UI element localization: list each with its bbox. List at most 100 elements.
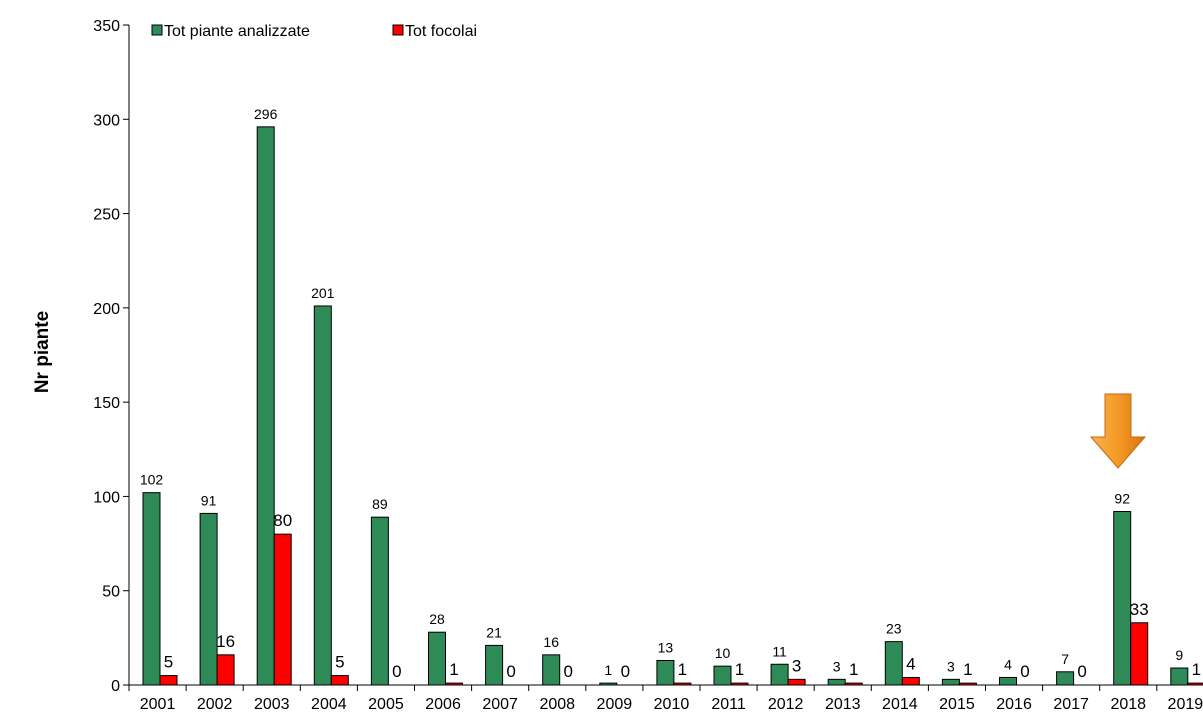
bar-focolai	[273, 533, 292, 686]
x-tick-label: 2011	[711, 696, 746, 713]
data-label-focolai: 80	[273, 511, 292, 530]
data-label-focolai: 0	[563, 662, 572, 681]
data-label-analizzate: 92	[1114, 491, 1130, 507]
data-label-analizzate: 21	[486, 624, 502, 640]
data-label-focolai: 1	[849, 660, 858, 679]
y-tick-label: 50	[102, 584, 120, 601]
data-label-analizzate: 296	[254, 106, 278, 122]
bar-focolai	[159, 675, 178, 686]
x-tick-label: 2009	[597, 696, 633, 713]
data-label-analizzate: 11	[772, 643, 787, 659]
data-label-focolai: 0	[1020, 662, 1029, 681]
data-label-focolai: 1	[1192, 660, 1201, 679]
x-tick-label: 2007	[482, 696, 518, 713]
x-tick-label: 2019	[1168, 696, 1203, 713]
y-tick-label: 200	[93, 301, 120, 318]
bar-focolai	[787, 678, 806, 686]
x-tick-label: 2005	[368, 696, 404, 713]
x-tick-label: 2012	[768, 696, 804, 713]
data-label-analizzate: 4	[1004, 656, 1012, 672]
y-tick-label: 0	[111, 678, 120, 695]
bar-analizzate	[656, 659, 675, 686]
bar-analizzate	[370, 516, 389, 686]
legend-label-focolai: Tot focolai	[405, 23, 477, 40]
x-tick-label: 2010	[654, 696, 690, 713]
data-label-analizzate: 13	[658, 639, 674, 655]
data-label-analizzate: 3	[833, 658, 841, 674]
data-label-focolai: 1	[678, 660, 687, 679]
data-label-analizzate: 89	[372, 496, 388, 512]
bar-analizzate	[999, 676, 1017, 686]
bar-analizzate	[142, 492, 161, 686]
data-label-analizzate: 201	[311, 285, 335, 301]
bar-analizzate	[313, 305, 332, 686]
x-tick-label: 2006	[425, 696, 461, 713]
bar-analizzate	[199, 512, 218, 686]
data-label-focolai: 5	[335, 653, 344, 672]
bar-analizzate	[1056, 671, 1075, 686]
bar-analizzate	[770, 663, 789, 686]
data-label-analizzate: 23	[886, 621, 902, 637]
data-label-focolai: 0	[392, 662, 401, 681]
x-tick-label: 2015	[939, 696, 975, 713]
bar-analizzate	[884, 641, 903, 686]
data-label-focolai: 5	[164, 653, 173, 672]
bar-focolai	[216, 654, 235, 686]
data-label-focolai: 33	[1130, 600, 1149, 619]
bar-analizzate	[542, 654, 561, 686]
y-axis-title: Nr piante	[32, 311, 53, 393]
bar-focolai	[330, 675, 349, 686]
data-label-analizzate: 9	[1175, 647, 1183, 663]
x-tick-label: 2013	[825, 696, 861, 713]
y-tick-label: 350	[93, 18, 120, 35]
bar-focolai	[844, 682, 863, 686]
x-tick-label: 2001	[140, 696, 176, 713]
bar-analizzate	[827, 678, 846, 686]
x-tick-label: 2002	[197, 696, 233, 713]
data-label-focolai: 1	[735, 660, 744, 679]
bar-analizzate	[256, 126, 275, 686]
bar-analizzate	[428, 631, 446, 686]
x-tick-label: 2003	[254, 696, 290, 713]
legend-label-analizzate: Tot piante analizzate	[164, 23, 310, 40]
bar-analizzate	[1113, 511, 1132, 686]
data-label-analizzate: 10	[715, 645, 731, 661]
data-label-analizzate: 102	[140, 472, 164, 488]
data-label-analizzate: 3	[947, 658, 955, 674]
data-label-analizzate: 28	[429, 611, 445, 627]
x-tick-label: 2014	[882, 696, 918, 713]
data-label-focolai: 4	[906, 654, 915, 673]
data-label-focolai: 0	[1077, 662, 1086, 681]
x-tick-label: 2008	[539, 696, 575, 713]
arrow-down-icon	[1089, 393, 1147, 469]
data-label-focolai: 16	[216, 632, 235, 651]
y-tick-label: 300	[93, 112, 120, 129]
bar-focolai	[958, 682, 977, 686]
legend-swatch-analizzate	[151, 24, 163, 36]
data-label-analizzate: 7	[1061, 651, 1069, 667]
x-tick-label: 2017	[1053, 696, 1089, 713]
bar-focolai	[1130, 622, 1149, 686]
y-tick-label: 100	[93, 489, 120, 506]
bar-analizzate	[713, 665, 732, 686]
y-tick-label: 250	[93, 207, 120, 224]
data-label-focolai: 0	[506, 662, 515, 681]
data-label-focolai: 0	[621, 662, 630, 681]
bar-analizzate	[599, 682, 618, 686]
data-label-focolai: 3	[792, 656, 801, 675]
x-tick-label: 2018	[1110, 696, 1146, 713]
x-tick-label: 2004	[311, 696, 347, 713]
bar-focolai	[445, 682, 463, 686]
bar-analizzate	[485, 644, 504, 686]
data-label-analizzate: 91	[201, 492, 217, 508]
bar-analizzate	[1170, 667, 1189, 686]
bar-focolai	[901, 676, 920, 686]
data-label-focolai: 1	[963, 660, 972, 679]
data-label-analizzate: 1	[604, 662, 612, 678]
bar-focolai	[1187, 682, 1203, 686]
data-label-focolai: 1	[449, 660, 458, 679]
x-tick-label: 2016	[996, 696, 1032, 713]
legend: Tot piante analizzate Tot focolai	[151, 23, 477, 40]
